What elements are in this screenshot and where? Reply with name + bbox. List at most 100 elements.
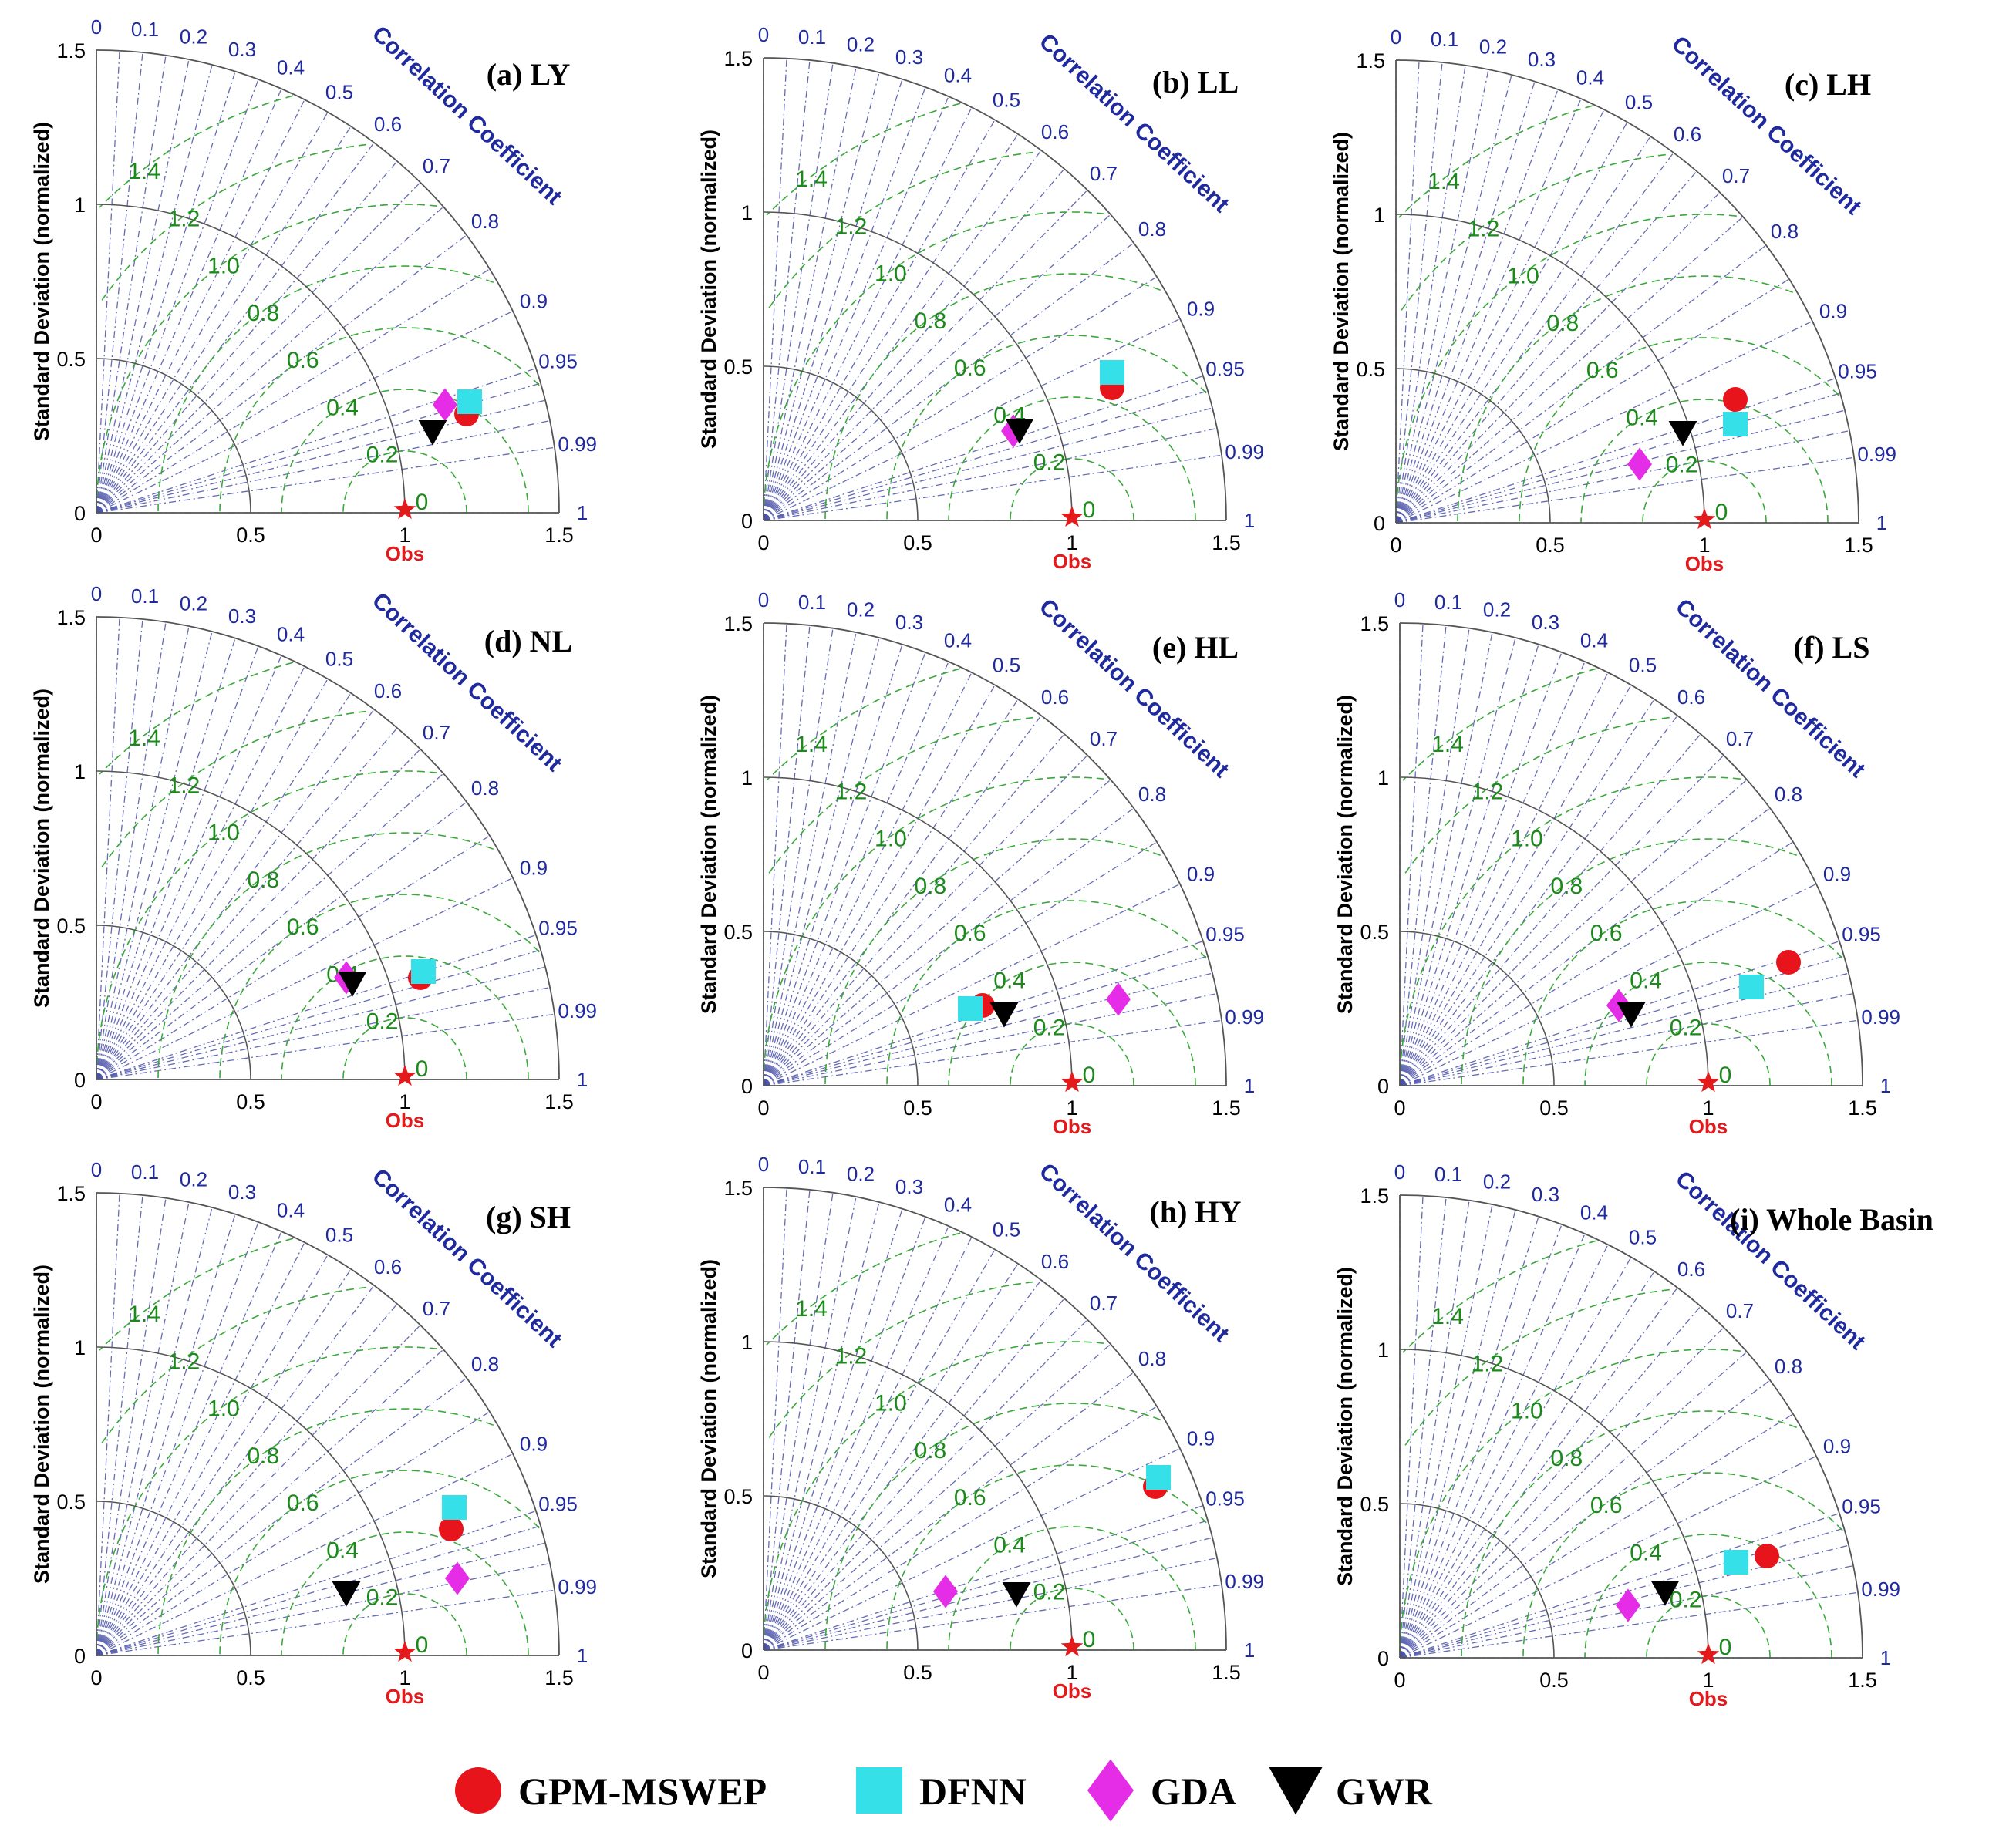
gda-marker bbox=[1627, 447, 1652, 481]
std-arc bbox=[763, 931, 919, 1086]
obs-star-icon bbox=[393, 1065, 416, 1086]
correlation-ray bbox=[1399, 1351, 1748, 1659]
correlation-tick-label: 0.5 bbox=[1625, 90, 1653, 113]
rms-tick-label: 0.8 bbox=[1550, 1446, 1583, 1471]
correlation-tick-label: 0.99 bbox=[1857, 443, 1896, 466]
y-tick-label: 1.5 bbox=[723, 1177, 753, 1200]
x-tick-label: 1 bbox=[1698, 534, 1710, 557]
dfnn-marker bbox=[411, 959, 436, 984]
gda-marker bbox=[933, 1575, 958, 1608]
correlation-ray bbox=[1399, 1200, 1470, 1659]
correlation-tick-label: 0.4 bbox=[277, 623, 305, 646]
rms-tick-label: 1.0 bbox=[875, 827, 907, 852]
gwr-marker bbox=[1002, 1582, 1031, 1608]
legend-marker-gpm-mswep bbox=[455, 1767, 501, 1814]
correlation-ray bbox=[96, 692, 352, 1080]
y-tick-label: 0.5 bbox=[1360, 1493, 1389, 1516]
x-tick-label: 1.5 bbox=[1212, 1096, 1241, 1120]
correlation-ray bbox=[96, 621, 167, 1080]
rms-arc bbox=[824, 838, 1161, 1086]
correlation-tick-label: 0.9 bbox=[1819, 299, 1847, 322]
y-tick-label: 0 bbox=[74, 1645, 86, 1668]
correlation-tick-label: 1 bbox=[577, 501, 588, 524]
correlation-tick-label: 1 bbox=[577, 1068, 588, 1091]
correlation-tick-label: 0 bbox=[758, 1153, 769, 1176]
correlation-ray bbox=[1399, 1413, 1794, 1659]
correlation-tick-label: 0 bbox=[1394, 1160, 1405, 1184]
correlation-ray bbox=[1399, 779, 1748, 1086]
x-tick-label: 1.5 bbox=[1212, 531, 1241, 554]
correlation-ray bbox=[763, 96, 949, 521]
correlation-tick-label: 1 bbox=[577, 1644, 588, 1667]
correlation-ray bbox=[96, 126, 352, 514]
rms-tick-label: 0 bbox=[1083, 1627, 1096, 1652]
correlation-ray bbox=[763, 1557, 1218, 1651]
correlation-ray bbox=[96, 727, 398, 1080]
correlation-tick-label: 0.2 bbox=[180, 25, 207, 49]
correlation-ray bbox=[763, 66, 857, 521]
rms-tick-label: 0.2 bbox=[366, 1585, 399, 1611]
correlation-tick-label: 0.7 bbox=[423, 154, 450, 177]
correlation-ray bbox=[763, 168, 1065, 521]
gda-marker bbox=[1106, 982, 1131, 1016]
x-tick-label: 0.5 bbox=[236, 524, 265, 547]
legend-marker-dfnn bbox=[856, 1767, 902, 1814]
correlation-ray bbox=[1399, 1379, 1771, 1659]
gwr-marker bbox=[332, 1581, 361, 1607]
rms-arc bbox=[766, 1281, 1033, 1441]
correlation-tick-label: 0.9 bbox=[520, 856, 548, 879]
std-arc bbox=[96, 1346, 406, 1656]
correlation-tick-label: 0 bbox=[91, 15, 102, 39]
correlation-ray bbox=[96, 1325, 421, 1656]
x-tick-label: 1 bbox=[399, 1666, 410, 1689]
rms-tick-label: 0.6 bbox=[954, 1485, 986, 1511]
y-tick-label: 1.5 bbox=[723, 47, 753, 70]
dfnn-marker bbox=[958, 996, 983, 1021]
std-arc bbox=[1395, 368, 1551, 524]
y-tick-label: 1.5 bbox=[56, 606, 86, 629]
gwr-marker bbox=[1617, 1002, 1646, 1028]
correlation-ray bbox=[1399, 685, 1632, 1086]
rms-arc bbox=[342, 1017, 467, 1079]
rms-arc bbox=[948, 962, 1196, 1086]
correlation-ray bbox=[96, 55, 167, 514]
rms-arc bbox=[99, 1238, 294, 1351]
rms-arc bbox=[1580, 399, 1829, 524]
rms-tick-label: 0 bbox=[1715, 500, 1728, 525]
correlation-ray bbox=[763, 1192, 834, 1651]
correlation-ray bbox=[1395, 409, 1846, 524]
correlation-tick-label: 0.5 bbox=[325, 1223, 353, 1246]
correlation-ray bbox=[1399, 632, 1493, 1086]
gpm-msswep-marker bbox=[1723, 387, 1748, 412]
rms-tick-label: 0.4 bbox=[1626, 405, 1658, 430]
correlation-ray bbox=[763, 652, 926, 1086]
gda-marker bbox=[433, 388, 457, 422]
correlation-ray bbox=[1395, 378, 1836, 524]
y-axis-title: Standard Deviation (normalized) bbox=[1333, 1267, 1357, 1586]
x-tick-label: 1.5 bbox=[1844, 534, 1873, 557]
correlation-ray bbox=[1395, 62, 1443, 524]
correlation-tick-label: 0.2 bbox=[847, 598, 875, 621]
gwr-marker bbox=[1005, 419, 1034, 444]
rms-arcs bbox=[1395, 105, 1839, 524]
correlation-ray bbox=[96, 1411, 491, 1656]
rms-tick-label: 0.2 bbox=[1033, 450, 1066, 476]
x-tick-label: 0 bbox=[1390, 534, 1401, 557]
correlation-ray bbox=[763, 72, 880, 521]
correlation-ray bbox=[763, 632, 857, 1086]
correlation-ray bbox=[763, 1447, 1181, 1651]
std-arc bbox=[1399, 776, 1709, 1086]
correlation-ray bbox=[763, 1216, 926, 1651]
correlation-ray bbox=[763, 454, 1222, 521]
correlation-ray bbox=[763, 242, 1134, 521]
correlation-ray bbox=[1395, 152, 1674, 524]
correlation-ray bbox=[96, 52, 143, 514]
correlation-ray bbox=[96, 1377, 467, 1656]
correlation-tick-label: 0.95 bbox=[538, 1492, 578, 1515]
y-tick-label: 1.5 bbox=[1360, 1184, 1389, 1207]
gpm-msswep-marker bbox=[1776, 950, 1801, 975]
gda-marker bbox=[445, 1561, 470, 1595]
y-axis-title: Standard Deviation (normalized) bbox=[697, 695, 720, 1014]
correlation-tick-label: 0.95 bbox=[538, 916, 578, 939]
